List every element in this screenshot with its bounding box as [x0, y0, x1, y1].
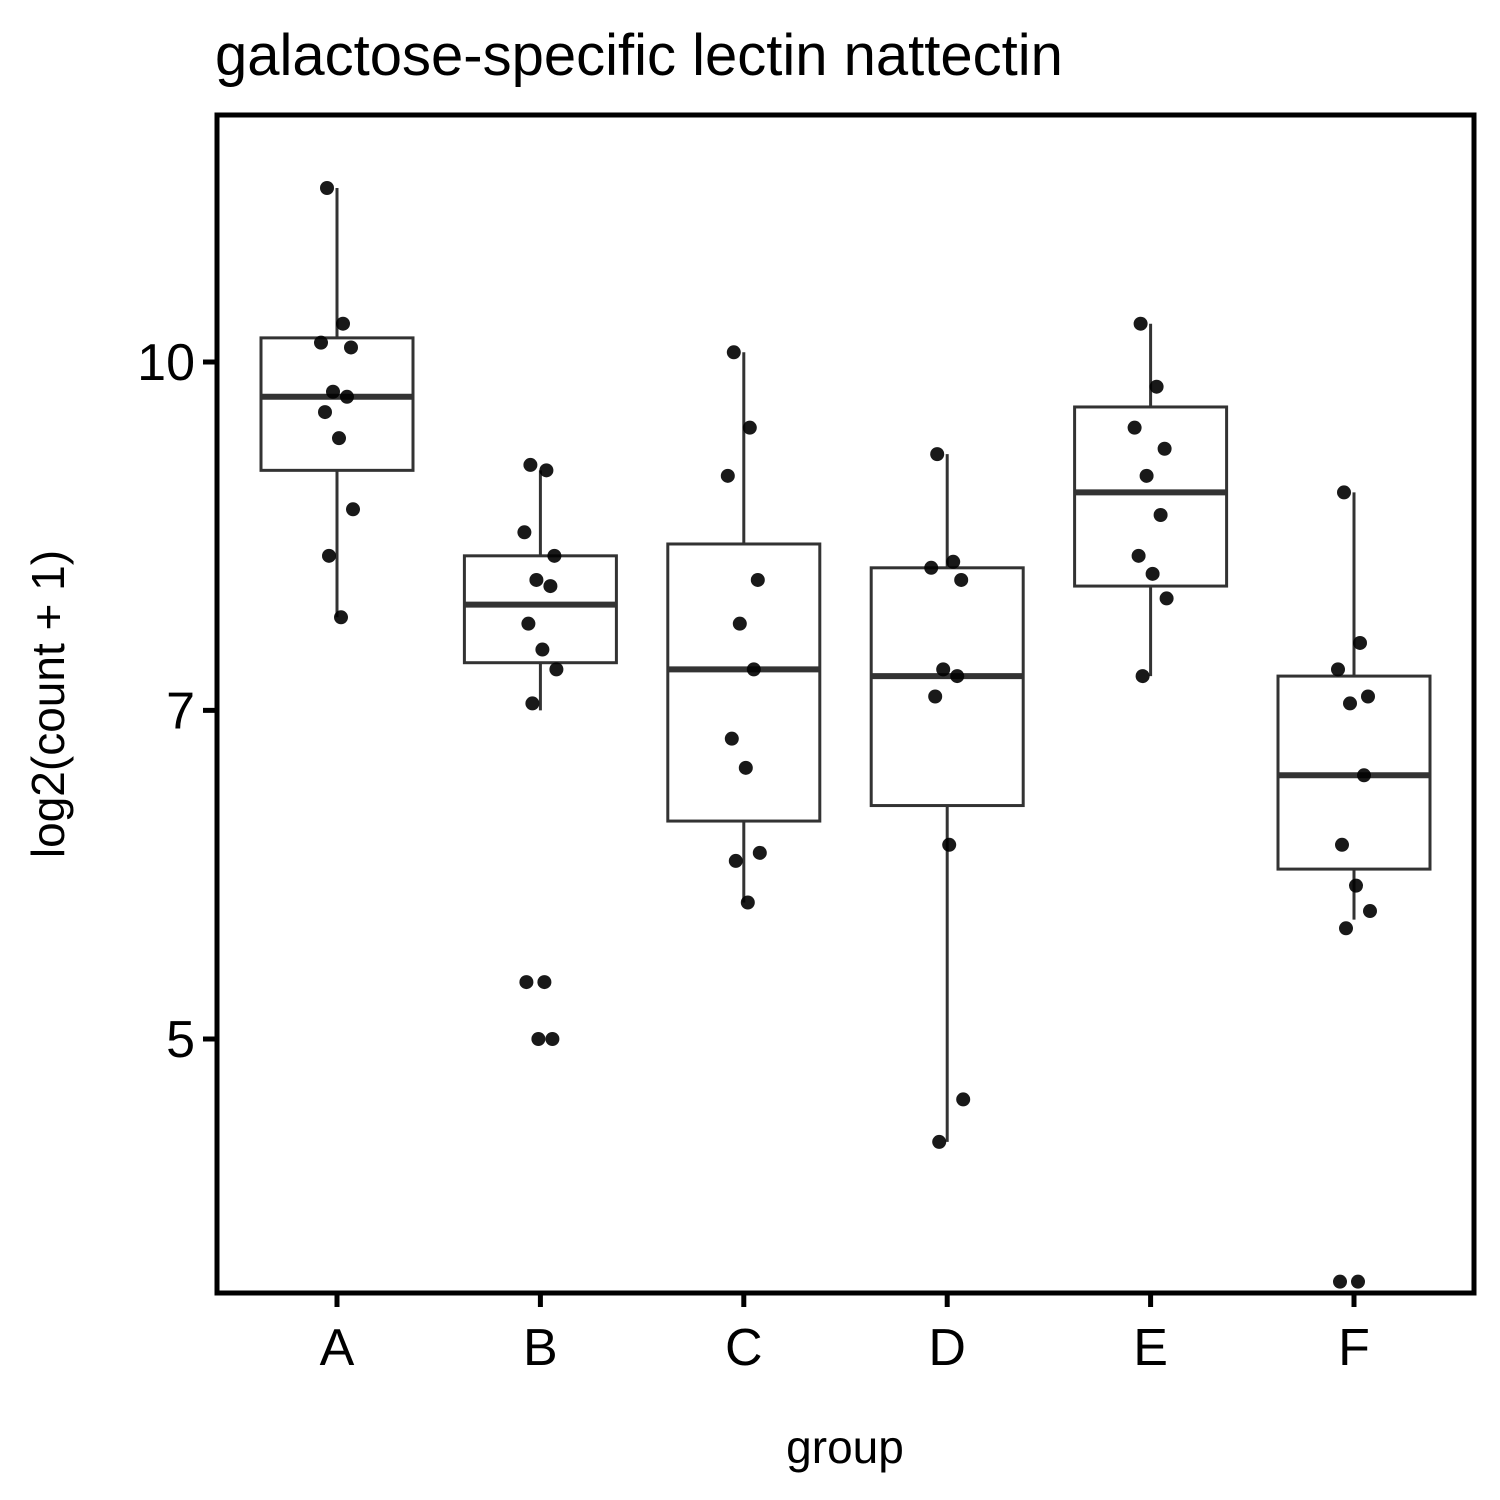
data-point: [1131, 548, 1146, 563]
data-point: [1343, 696, 1357, 711]
data-point: [537, 975, 552, 990]
data-point: [346, 502, 360, 517]
data-point: [517, 525, 532, 540]
data-point: [942, 837, 957, 852]
data-point: [946, 554, 961, 569]
data-point: [529, 572, 544, 587]
box-group-e: [1073, 323, 1229, 677]
data-point: [1361, 689, 1375, 704]
data-point: [750, 572, 765, 587]
data-point: [1335, 837, 1349, 852]
data-point: [1133, 316, 1148, 331]
data-point: [726, 345, 741, 360]
axes: 5 7 10 A B C D E F: [137, 334, 1370, 1377]
data-point: [1145, 566, 1160, 581]
data-point: [1135, 669, 1150, 684]
data-point: [340, 389, 354, 404]
data-point: [334, 610, 348, 625]
box-group-b: [462, 470, 618, 711]
box-iqr: [259, 336, 415, 472]
box-group-c: [666, 352, 822, 903]
box-iqr: [666, 542, 822, 823]
y-axis-title: log2(count + 1): [22, 550, 74, 858]
data-point: [318, 405, 332, 420]
data-point: [1127, 420, 1142, 435]
data-point: [1153, 508, 1168, 523]
data-point: [523, 457, 538, 472]
data-point: [525, 696, 540, 711]
data-point: [1351, 1274, 1365, 1289]
data-point: [724, 731, 739, 746]
y-tick-label: 5: [166, 1011, 195, 1069]
data-point: [746, 662, 761, 677]
data-point: [545, 1032, 560, 1046]
data-point: [720, 468, 735, 483]
data-point: [928, 689, 943, 704]
x-tick-label: E: [1133, 1319, 1168, 1377]
chart-title: galactose-specific lectin nattectin: [215, 23, 1063, 88]
box-group-d: [869, 454, 1025, 1142]
data-point: [322, 548, 336, 563]
data-point: [320, 181, 334, 196]
y-tick-label: 10: [137, 334, 195, 392]
data-point: [950, 669, 965, 684]
data-point: [924, 560, 939, 575]
plot-area: [259, 181, 1432, 1289]
data-point: [742, 420, 757, 435]
data-point: [549, 662, 564, 677]
x-tick-label: D: [928, 1319, 966, 1377]
x-axis-title: group: [786, 1421, 904, 1473]
data-point: [1363, 904, 1377, 919]
data-point: [332, 431, 346, 446]
data-point: [932, 1134, 947, 1149]
data-point: [326, 384, 340, 399]
box-group-a: [259, 188, 415, 618]
data-point: [956, 1092, 971, 1107]
data-point: [1149, 379, 1164, 394]
data-point: [1331, 662, 1345, 677]
data-point: [539, 463, 554, 478]
data-point: [1337, 485, 1351, 500]
data-point: [1349, 878, 1363, 893]
data-point: [740, 895, 755, 910]
data-point: [314, 335, 328, 350]
data-point: [535, 642, 550, 657]
data-point: [936, 662, 951, 677]
data-point: [738, 760, 753, 775]
x-tick-label: B: [523, 1319, 558, 1377]
box-iqr: [869, 566, 1025, 808]
data-point: [547, 548, 562, 563]
data-point: [543, 579, 558, 594]
data-point: [1353, 635, 1367, 650]
x-tick-label: A: [320, 1319, 355, 1377]
y-tick-label: 7: [166, 682, 195, 740]
data-point: [1339, 921, 1353, 936]
data-point: [1333, 1274, 1347, 1289]
data-point: [531, 1032, 546, 1046]
panel-border: [214, 112, 1477, 1296]
data-point: [1357, 768, 1371, 783]
data-point: [1157, 441, 1172, 456]
data-point: [930, 447, 945, 462]
data-point: [1159, 591, 1174, 606]
data-point: [344, 340, 358, 355]
x-tick-label: C: [725, 1319, 763, 1377]
data-point: [1139, 468, 1154, 483]
data-point: [519, 975, 534, 990]
data-point: [521, 616, 536, 631]
box-iqr: [1073, 405, 1229, 588]
data-point: [732, 616, 747, 631]
data-point: [728, 853, 743, 868]
x-tick-label: F: [1338, 1319, 1370, 1377]
data-point: [752, 845, 767, 860]
data-point: [336, 316, 350, 331]
data-point: [954, 572, 969, 587]
